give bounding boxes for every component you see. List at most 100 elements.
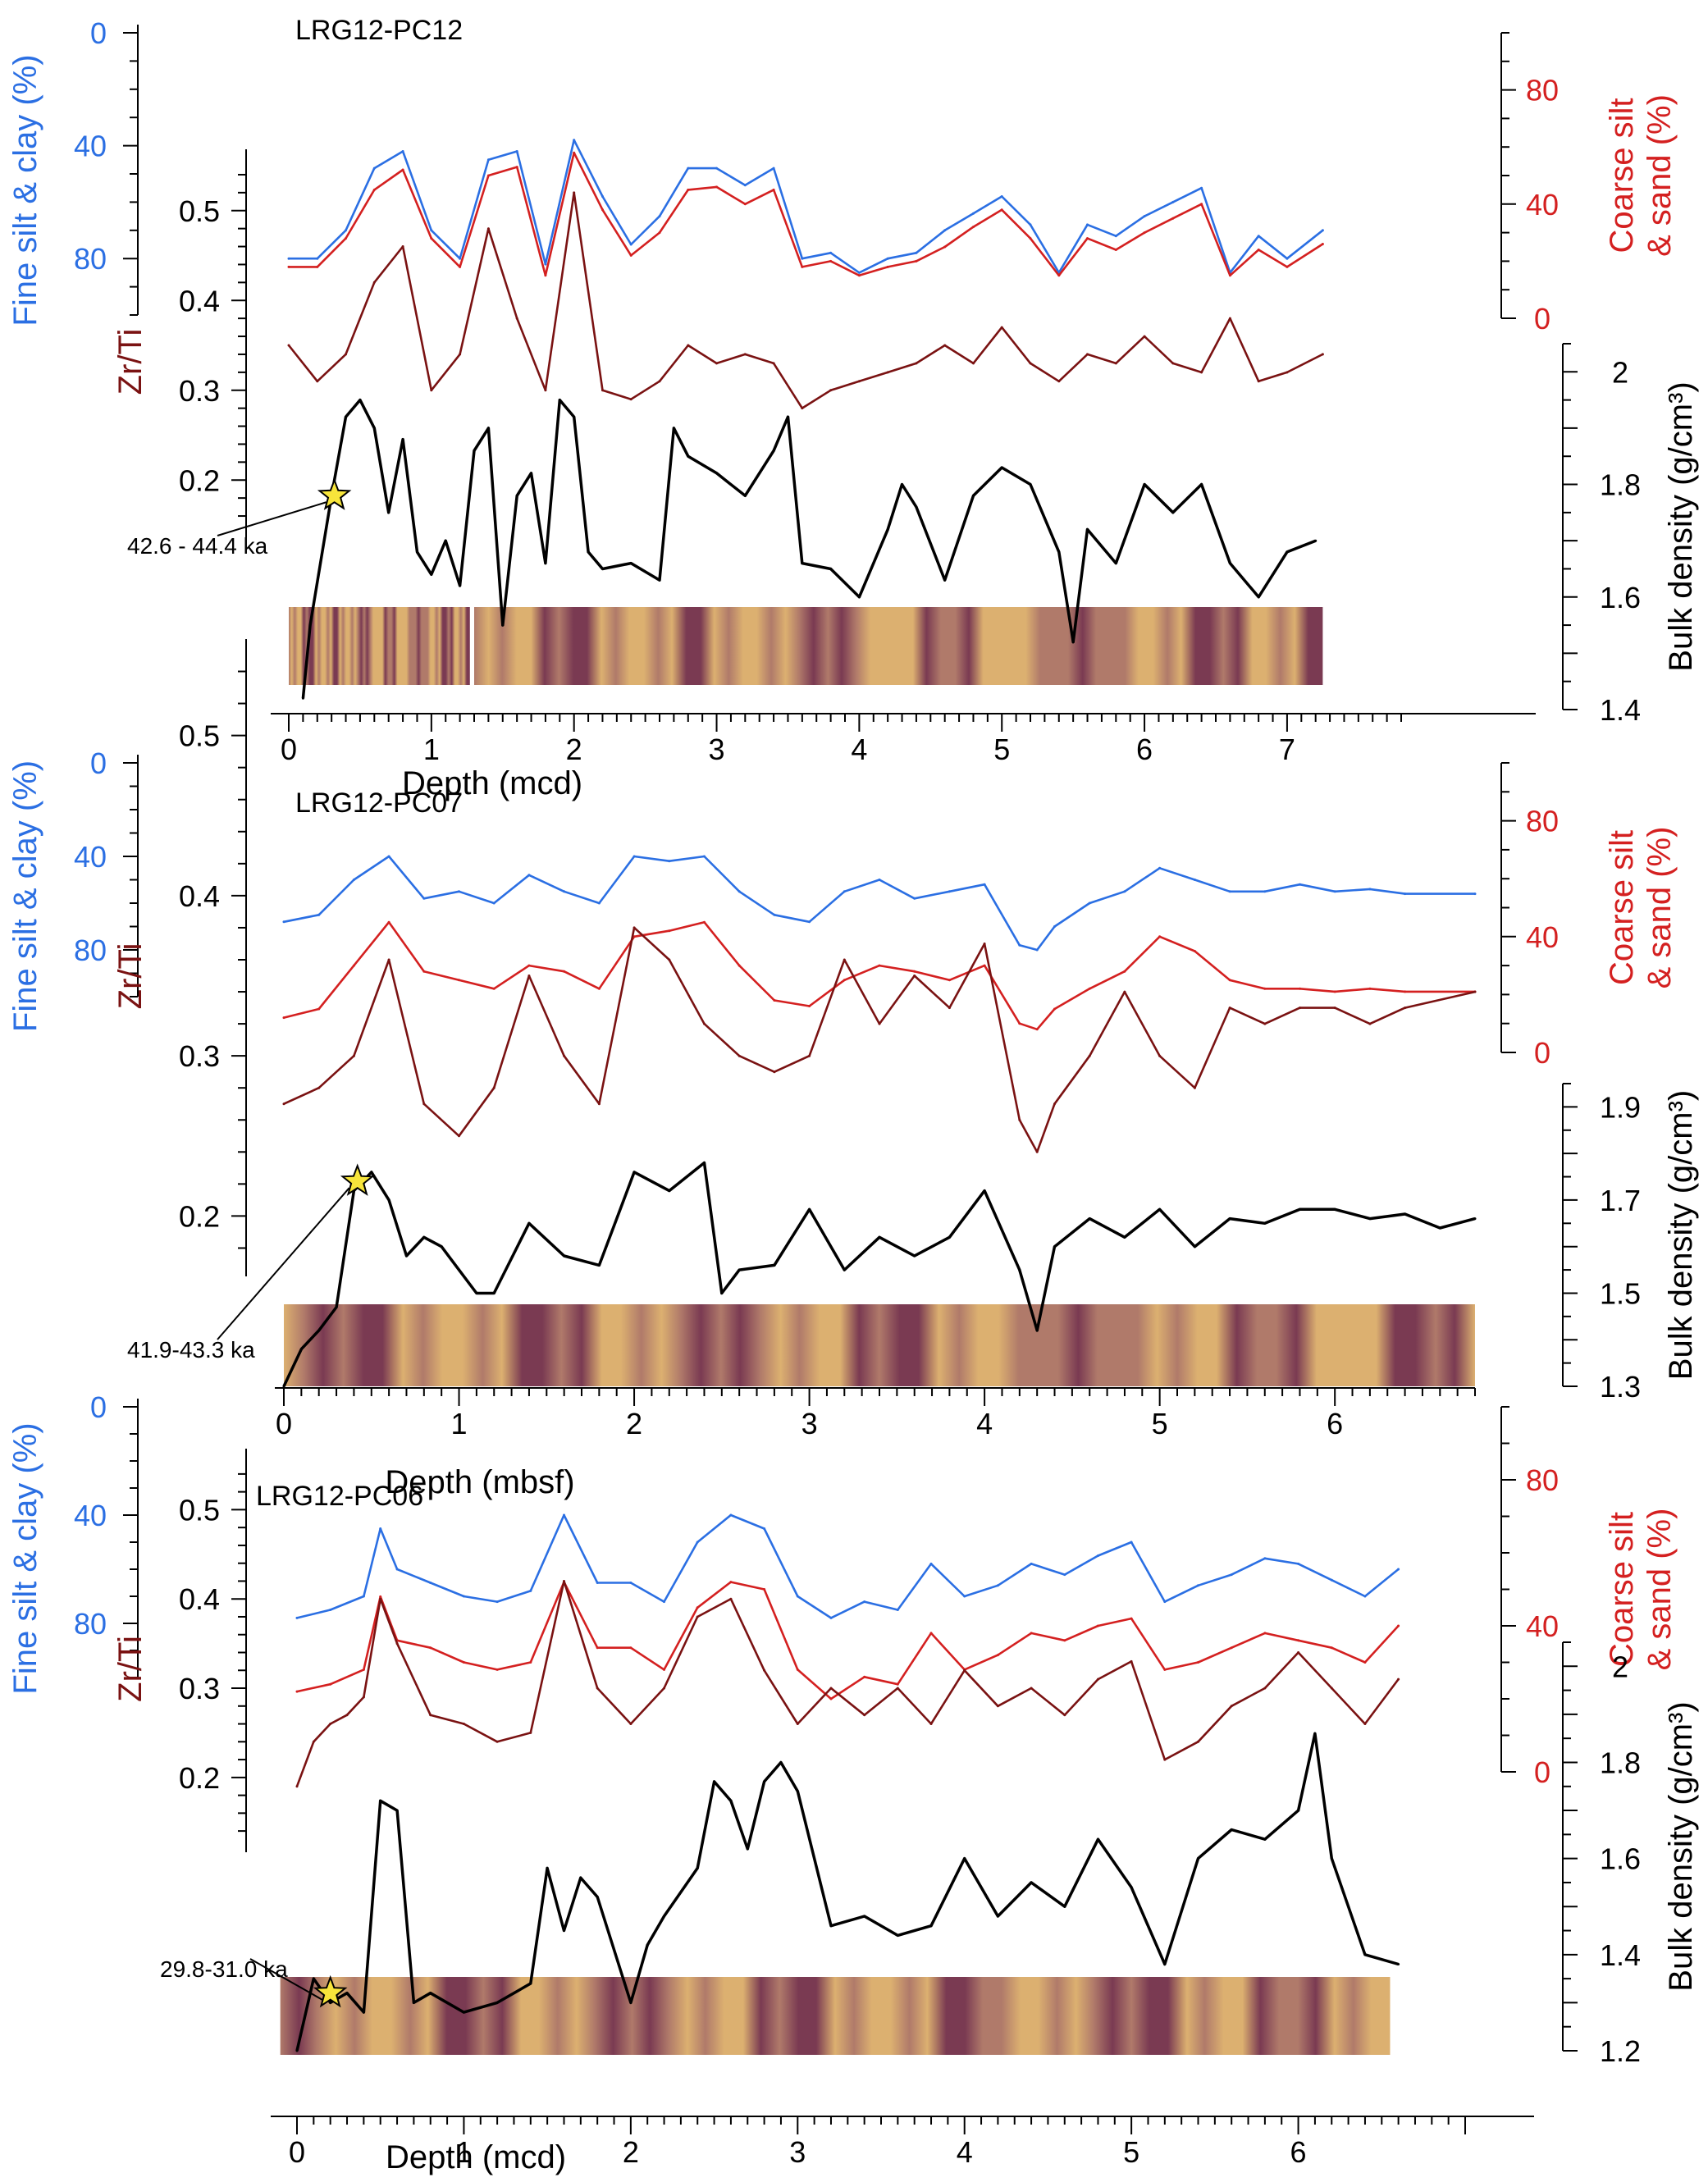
- density-tick-label: 2: [1612, 355, 1628, 389]
- data-point-density: [646, 1943, 649, 1947]
- data-point-density: [743, 494, 747, 497]
- data-point-density: [1163, 1963, 1167, 1965]
- coarse-axis-label: Coarse silt: [1604, 1512, 1640, 1667]
- data-point-fine: [913, 897, 916, 900]
- data-point-zrti: [596, 1687, 599, 1690]
- data-point-fine: [743, 184, 747, 187]
- data-point-fine: [729, 1513, 733, 1517]
- data-point-density: [983, 1189, 986, 1193]
- data-point-zrti: [422, 1102, 426, 1106]
- data-point-zrti: [703, 1022, 706, 1025]
- data-point-zrti: [1368, 1022, 1372, 1025]
- data-point-coarse: [863, 1675, 866, 1678]
- core-image-section: [289, 607, 470, 685]
- data-point-coarse: [668, 929, 671, 933]
- data-point-density: [1263, 1837, 1267, 1841]
- data-point-fine: [1130, 1541, 1133, 1544]
- data-point-coarse: [715, 185, 718, 189]
- data-point-fine: [668, 860, 671, 863]
- x-tick-label: 1: [451, 1407, 468, 1440]
- data-point-zrti: [1123, 990, 1126, 993]
- data-point-zrti: [1057, 380, 1061, 383]
- data-point-coarse: [1286, 265, 1289, 268]
- data-point-density: [829, 568, 833, 570]
- series-line-coarse: [283, 920, 1475, 1031]
- data-point-density: [1297, 1809, 1300, 1812]
- zrti-tick-label: 0.4: [179, 284, 220, 317]
- data-point-coarse: [663, 1668, 665, 1671]
- data-point-coarse: [1114, 249, 1117, 251]
- data-point-zrti: [773, 1070, 776, 1074]
- data-point-zrti: [963, 1668, 966, 1672]
- data-point-density: [1404, 1212, 1407, 1216]
- data-point-density: [501, 623, 505, 627]
- data-point-density: [1071, 641, 1075, 644]
- data-point-zrti: [1097, 1678, 1099, 1681]
- data-point-fine: [596, 1582, 599, 1584]
- data-point-density: [459, 584, 462, 587]
- data-point-fine: [1053, 925, 1056, 928]
- x-tick-label: 4: [851, 733, 867, 766]
- data-point-zrti: [352, 1054, 355, 1057]
- data-point-density: [1035, 1329, 1039, 1332]
- data-point-fine: [687, 167, 690, 170]
- data-point-density: [1197, 1857, 1199, 1860]
- data-point-coarse: [372, 188, 376, 191]
- data-point-zrti: [1230, 1705, 1233, 1708]
- x-tick-label: 5: [993, 733, 1010, 766]
- data-point-density: [715, 472, 718, 475]
- data-point-coarse: [295, 1690, 299, 1693]
- data-point-density: [486, 427, 490, 430]
- data-point-zrti: [629, 398, 633, 401]
- data-point-fine: [492, 902, 496, 905]
- data-point-coarse: [1029, 237, 1032, 240]
- data-point-coarse: [1088, 987, 1091, 990]
- data-point-fine: [1230, 1573, 1233, 1577]
- data-point-zrti: [801, 407, 804, 410]
- data-point-coarse: [948, 979, 951, 982]
- data-point-density: [738, 1268, 741, 1271]
- data-point-fine: [395, 1568, 399, 1571]
- data-point-density: [563, 1254, 566, 1258]
- data-point-density: [658, 578, 661, 582]
- x-tick-label: 6: [1290, 2135, 1307, 2169]
- data-point-coarse: [544, 274, 547, 277]
- data-point-density: [696, 1866, 699, 1869]
- data-point-zrti: [529, 1731, 532, 1734]
- data-point-coarse: [743, 203, 747, 206]
- data-point-fine: [1197, 1584, 1199, 1587]
- data-point-fine: [1158, 866, 1162, 870]
- data-point-fine: [430, 229, 433, 232]
- coarse-tick-label: 0: [1534, 1036, 1550, 1070]
- x-tick-label: 4: [957, 2135, 973, 2169]
- data-point-fine: [896, 1609, 899, 1611]
- data-point-coarse: [896, 1682, 899, 1686]
- data-point-zrti: [1197, 1740, 1199, 1743]
- data-point-fine: [1263, 1557, 1267, 1560]
- data-point-fine: [316, 257, 319, 260]
- data-point-zrti: [1397, 1678, 1400, 1681]
- data-point-coarse: [983, 964, 986, 967]
- data-point-coarse: [1097, 1624, 1099, 1627]
- density-tick-label: 1.4: [1600, 1938, 1641, 1972]
- data-point-zrti: [1363, 1723, 1367, 1725]
- data-point-coarse: [738, 964, 741, 967]
- zrti-tick-label: 0.3: [179, 1039, 220, 1073]
- data-point-density: [405, 1254, 408, 1258]
- data-point-density: [579, 1876, 582, 1879]
- data-point-density: [440, 1245, 443, 1248]
- data-point-density: [401, 438, 404, 441]
- data-point-fine: [658, 215, 661, 218]
- data-point-fine: [563, 890, 566, 893]
- data-point-density: [863, 1915, 866, 1918]
- x-tick-label: 0: [289, 2135, 305, 2169]
- data-point-zrti: [663, 1687, 665, 1690]
- data-point-fine: [1163, 1600, 1167, 1604]
- data-point-fine: [1368, 888, 1372, 891]
- data-point-fine: [929, 1562, 933, 1565]
- data-point-fine: [696, 1541, 699, 1544]
- series-line-fine: [283, 855, 1475, 952]
- data-point-zrti: [633, 926, 636, 929]
- x-axis-label: Depth (mcd): [402, 765, 582, 801]
- data-point-fine: [362, 1595, 365, 1598]
